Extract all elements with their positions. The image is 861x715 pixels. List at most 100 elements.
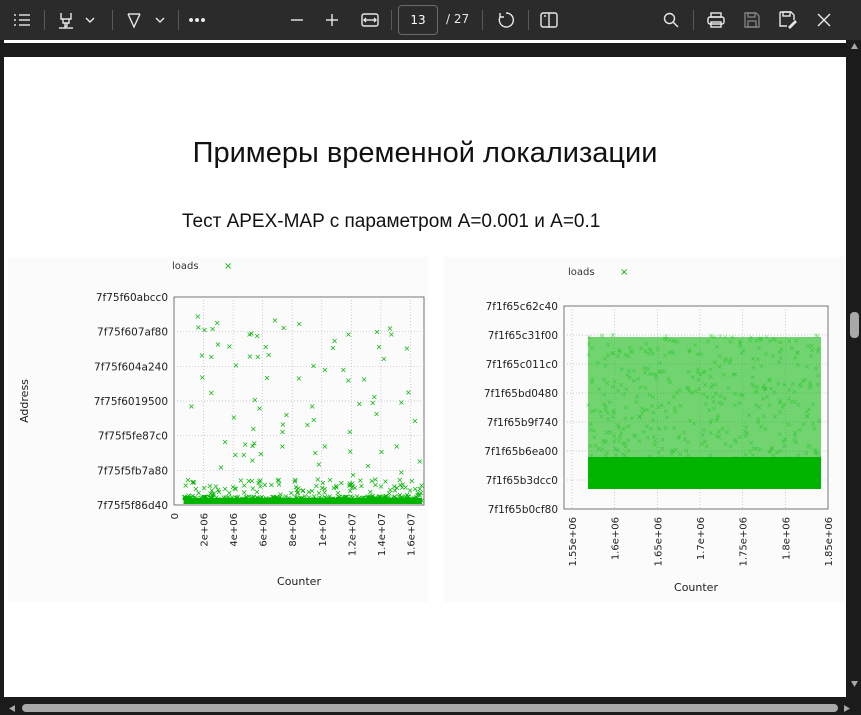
- data-point: ×: [220, 493, 227, 502]
- scroll-down-arrow-icon[interactable]: [850, 680, 859, 688]
- data-point: ×: [292, 476, 299, 485]
- search-icon[interactable]: [660, 8, 682, 32]
- data-dense-band: [588, 457, 821, 489]
- data-point: ×: [292, 493, 299, 502]
- data-point: ×: [249, 441, 256, 450]
- data-point: ×: [249, 493, 256, 502]
- data-point: ×: [269, 493, 276, 502]
- chevron-down-icon[interactable]: [152, 8, 168, 32]
- x-tick-label: 1.8e+06: [781, 517, 792, 560]
- data-point: ×: [392, 486, 399, 495]
- data-point: ×: [310, 416, 317, 425]
- scroll-right-arrow-icon[interactable]: [843, 704, 851, 713]
- scroll-left-arrow-icon[interactable]: [8, 704, 16, 713]
- data-point: ×: [226, 342, 233, 351]
- rotate-icon[interactable]: [494, 8, 518, 32]
- y-tick-label: 7f1f65b0cf80: [488, 504, 558, 516]
- chevron-down-icon[interactable]: [82, 8, 98, 32]
- data-point: ×: [305, 487, 312, 496]
- data-point: ×: [233, 361, 240, 370]
- scroll-up-arrow-icon[interactable]: [850, 42, 859, 50]
- data-point: ×: [360, 493, 367, 502]
- data-point: ×: [333, 481, 340, 490]
- data-point: ×: [365, 493, 372, 502]
- zoom-out-icon[interactable]: [286, 8, 308, 32]
- data-point: ×: [251, 439, 258, 448]
- data-point: ×: [276, 480, 283, 489]
- data-point: ×: [405, 388, 412, 397]
- data-point: ×: [304, 421, 311, 430]
- data-point: ×: [241, 481, 248, 490]
- x-tick-label: 1.4e+07: [377, 513, 388, 556]
- data-point: ×: [663, 332, 669, 340]
- save-icon[interactable]: [740, 8, 764, 32]
- data-point: ×: [341, 493, 348, 502]
- data-point: ×: [382, 493, 389, 502]
- x-tick-label: 1.7e+06: [696, 517, 707, 560]
- data-point: ×: [201, 492, 208, 501]
- data-point: ×: [365, 493, 372, 502]
- data-point: ×: [319, 483, 326, 492]
- data-point: ×: [404, 491, 411, 500]
- data-point: ×: [265, 351, 272, 360]
- data-point: ×: [249, 477, 256, 486]
- data-point: ×: [378, 482, 385, 491]
- data-point: ×: [251, 395, 258, 404]
- toolbar-divider: [44, 10, 45, 30]
- data-point: ×: [184, 493, 191, 502]
- data-point: ×: [327, 475, 334, 484]
- data-point: ×: [185, 475, 192, 484]
- data-point: ×: [293, 482, 300, 491]
- contents-icon[interactable]: [10, 8, 34, 32]
- data-point: ×: [270, 493, 277, 502]
- x-tick-label: 0: [170, 513, 181, 519]
- save-as-icon[interactable]: [776, 8, 800, 32]
- data-point: ×: [185, 491, 192, 500]
- data-point: ×: [243, 493, 250, 502]
- zoom-in-icon[interactable]: [321, 8, 343, 32]
- horizontal-scrollbar-thumb[interactable]: [22, 704, 838, 712]
- close-icon[interactable]: [812, 8, 836, 32]
- x-tick-label: 6e+06: [259, 513, 270, 547]
- vertical-scrollbar[interactable]: [848, 40, 861, 688]
- x-tick-label: 8e+06: [288, 513, 299, 547]
- x-tick-label: 1.65e+06: [653, 517, 664, 567]
- toolbar-divider: [482, 10, 483, 30]
- scatter-chart-right: loads × 7f1f65b0cf80 7f1f65b3dcc0 7f1f65b6ea…: [484, 267, 835, 594]
- fit-width-icon[interactable]: [358, 8, 382, 32]
- data-point: ×: [396, 492, 403, 501]
- y-tick-label: 7f1f65b3dcc0: [486, 475, 558, 487]
- page-view-icon[interactable]: [537, 8, 561, 32]
- data-point: ×: [295, 484, 302, 493]
- data-point: ×: [294, 488, 301, 497]
- more-icon[interactable]: [186, 8, 208, 32]
- x-tick-label: 1.6e+06: [611, 517, 622, 560]
- data-point: ×: [347, 479, 354, 488]
- data-point: ×: [313, 482, 320, 491]
- data-point: ×: [361, 375, 368, 384]
- data-point: ×: [255, 479, 262, 488]
- print-icon[interactable]: [704, 8, 728, 32]
- data-point: ×: [225, 492, 232, 501]
- data-point: ×: [384, 493, 391, 502]
- data-point: ×: [288, 489, 295, 498]
- data-point: ×: [369, 492, 376, 501]
- draw-icon[interactable]: [122, 8, 146, 32]
- data-point: ×: [215, 486, 222, 495]
- data-point: ×: [294, 493, 301, 502]
- vertical-scrollbar-thumb[interactable]: [850, 312, 859, 338]
- data-point: ×: [241, 488, 248, 497]
- scatter-chart-left: loads × 7f75f5f86d40 7f75f5fb7a80 7f75f5fe87…: [18, 261, 447, 588]
- data-point: ×: [296, 374, 303, 383]
- highlight-icon[interactable]: [54, 8, 78, 32]
- page-number-input[interactable]: 13: [398, 5, 438, 35]
- data-point: ×: [397, 480, 404, 489]
- data-point: ×: [813, 332, 819, 340]
- data-point: ×: [248, 329, 255, 338]
- slide-subtitle: Тест APEX-MAP с параметром A=0.001 и A=0…: [182, 211, 601, 232]
- y-tick-label: 7f1f65c31f00: [488, 330, 558, 342]
- data-point: ×: [213, 493, 220, 502]
- data-point: ×: [413, 493, 420, 502]
- data-point: ×: [230, 413, 237, 422]
- data-point: ×: [270, 493, 277, 502]
